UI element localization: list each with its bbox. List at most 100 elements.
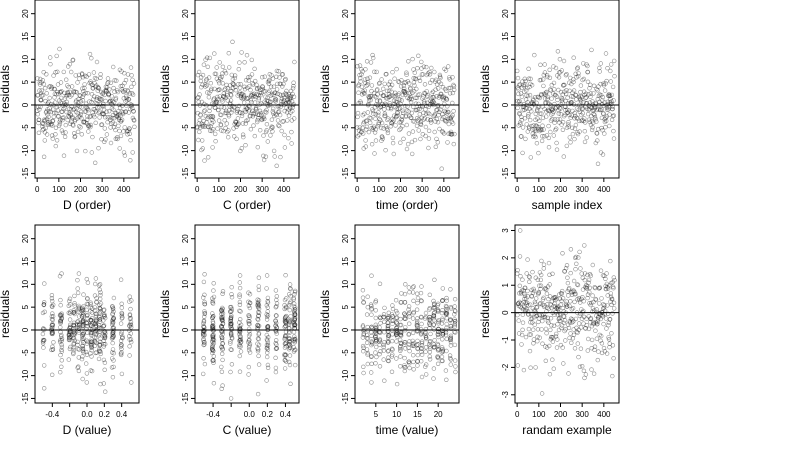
data-point: [283, 352, 288, 357]
data-point: [556, 75, 562, 80]
data-point: [439, 91, 444, 97]
data-point: [573, 71, 578, 77]
data-point: [444, 311, 450, 316]
data-point: [438, 81, 444, 87]
data-point: [531, 123, 536, 128]
data-point: [593, 297, 599, 303]
data-point: [542, 134, 547, 139]
data-point: [221, 94, 226, 99]
data-point: [246, 303, 252, 308]
data-point: [271, 106, 276, 111]
data-point: [287, 99, 292, 105]
data-point: [273, 323, 278, 328]
data-point: [574, 282, 580, 287]
data-point: [436, 334, 441, 340]
data-point: [436, 347, 441, 352]
data-point: [210, 324, 215, 329]
data-point: [584, 106, 590, 111]
data-point: [422, 82, 428, 87]
data-point: [373, 361, 378, 366]
data-point: [420, 103, 425, 109]
y-tick-label: -15: [21, 392, 30, 404]
data-point: [544, 331, 549, 336]
data-point: [59, 271, 64, 276]
data-point: [369, 354, 374, 359]
data-point: [97, 314, 102, 319]
data-point: [282, 77, 288, 83]
data-point: [283, 344, 289, 349]
data-point: [211, 337, 217, 343]
data-point: [76, 100, 81, 105]
data-point: [414, 328, 420, 333]
data-point: [412, 83, 417, 88]
data-point: [276, 109, 282, 114]
data-point: [515, 85, 520, 90]
data-point: [369, 324, 374, 330]
data-point: [449, 132, 454, 137]
data-point: [385, 96, 390, 101]
data-point: [265, 299, 270, 304]
data-point: [571, 319, 576, 324]
data-point: [209, 121, 214, 126]
data-point: [201, 336, 206, 341]
data-point: [46, 99, 51, 105]
data-point: [81, 92, 87, 97]
y-tick-label: 20: [21, 234, 30, 243]
data-point: [437, 74, 443, 79]
data-point: [448, 343, 454, 348]
data-point: [249, 99, 254, 105]
data-point: [535, 124, 541, 130]
data-point: [77, 321, 82, 326]
data-point: [224, 108, 229, 114]
data-point: [369, 340, 375, 345]
data-point: [73, 99, 79, 105]
data-point: [248, 113, 253, 119]
data-point: [90, 134, 95, 140]
data-point: [534, 304, 540, 310]
data-point: [66, 310, 72, 315]
data-point: [256, 298, 262, 303]
data-point: [280, 84, 285, 89]
data-point: [97, 346, 102, 352]
data-point: [447, 353, 453, 358]
data-point: [528, 81, 533, 87]
data-point: [556, 327, 562, 333]
data-point: [273, 365, 279, 371]
data-point: [226, 113, 232, 119]
data-point: [526, 76, 532, 81]
data-point: [534, 313, 540, 318]
data-point: [228, 321, 233, 326]
data-point: [88, 330, 94, 336]
data-point: [585, 69, 590, 75]
data-point: [584, 286, 590, 291]
data-point: [402, 368, 407, 374]
data-point: [104, 109, 109, 114]
data-point: [369, 306, 374, 311]
data-point: [436, 343, 441, 348]
data-point: [370, 52, 375, 58]
data-point: [406, 311, 412, 317]
data-point: [385, 323, 390, 329]
data-point: [592, 115, 598, 120]
data-point: [543, 286, 548, 291]
data-point: [542, 314, 547, 320]
data-point: [598, 92, 604, 98]
data-point: [567, 303, 572, 309]
data-point: [129, 73, 134, 78]
data-point: [404, 122, 409, 128]
data-point: [268, 93, 273, 98]
data-point: [210, 319, 216, 324]
data-point: [524, 106, 530, 111]
data-point: [225, 98, 230, 103]
data-point: [72, 328, 77, 333]
data-point: [127, 334, 132, 339]
data-point: [520, 327, 525, 332]
data-point: [605, 101, 611, 107]
data-point: [238, 337, 243, 343]
data-point: [431, 342, 436, 347]
data-point: [220, 81, 225, 86]
data-point: [202, 329, 207, 334]
data-point: [58, 325, 63, 330]
data-point: [119, 311, 125, 316]
data-point: [260, 84, 265, 90]
